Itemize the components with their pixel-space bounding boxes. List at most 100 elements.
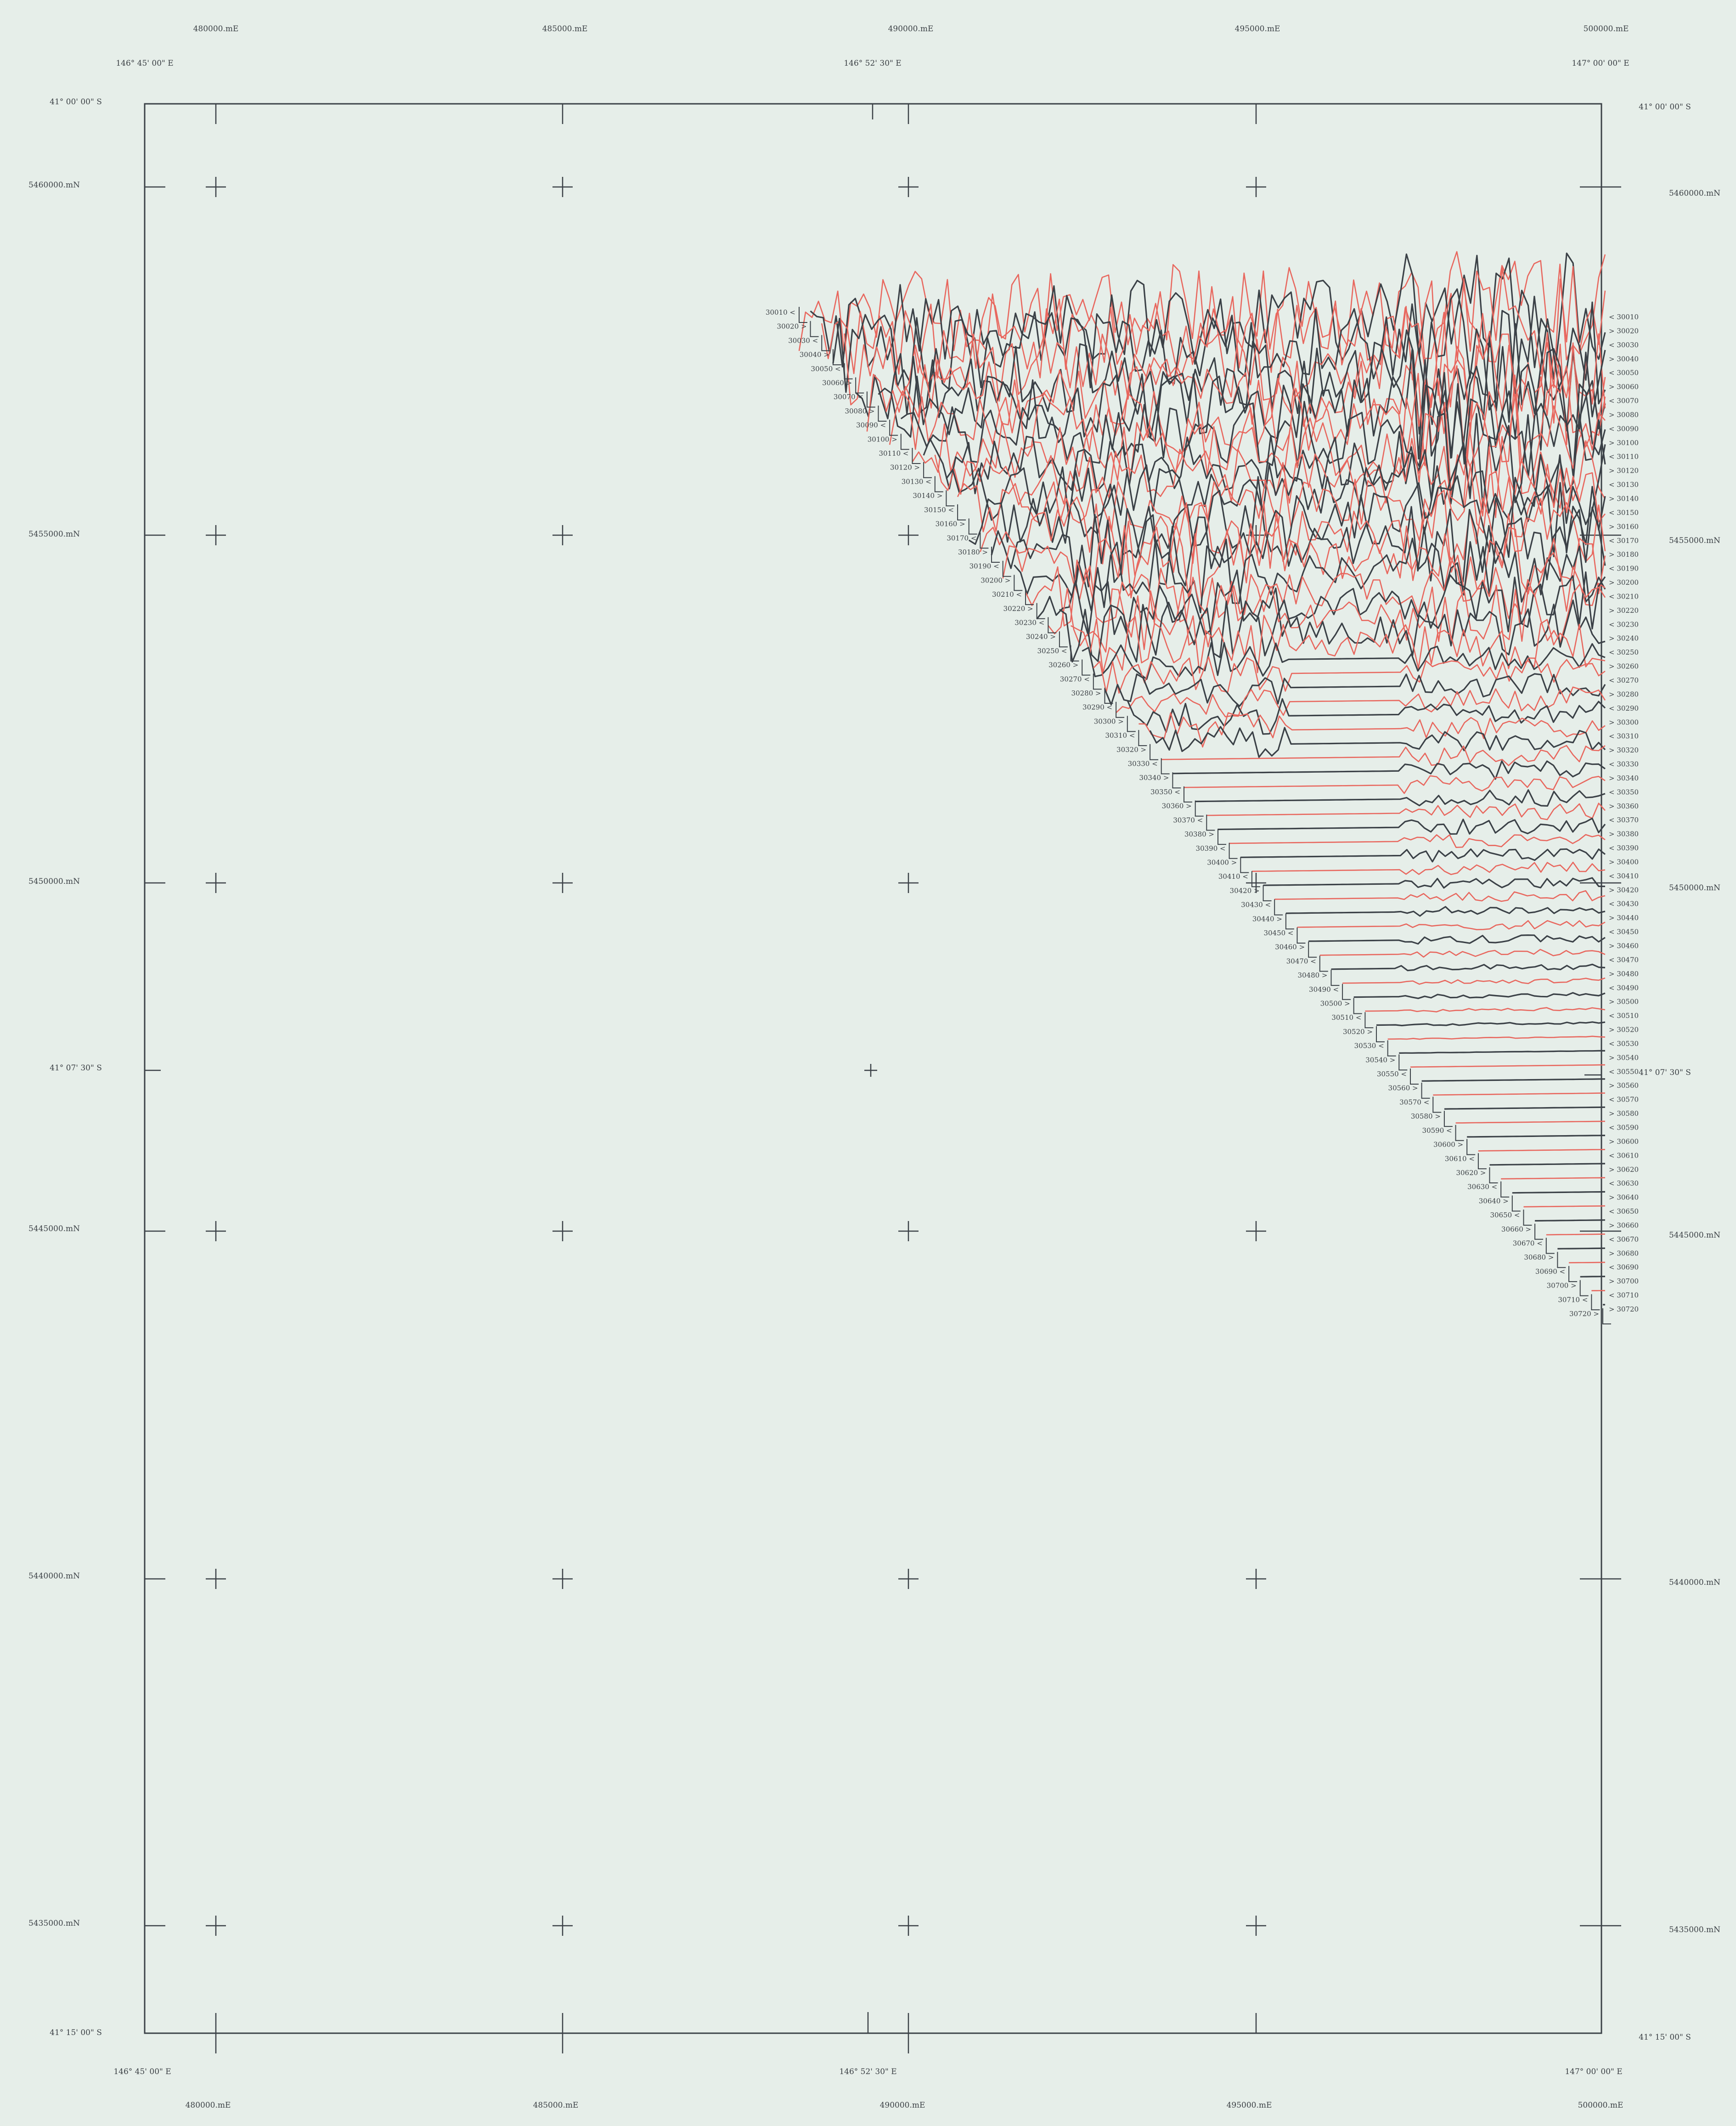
line-number-label-right: < 30370: [1609, 816, 1639, 824]
grid-cross: [206, 873, 226, 893]
left-northing-labels: 5460000.mN 5455000.mN 5450000.mN 5445000…: [28, 181, 80, 1928]
line-number-label-left: 30510 <: [1331, 1013, 1361, 1022]
line-number-label-left: 30720 >: [1569, 1310, 1599, 1318]
line-number-label-left: 30010 <: [766, 308, 795, 317]
easting-label-bottom: 495000.mE: [1227, 2101, 1272, 2110]
line-number-label-right: > 30220: [1609, 606, 1639, 615]
profile-start-bracket: [1286, 913, 1294, 929]
profile-start-bracket: [1354, 998, 1362, 1014]
line-number-label-left: 30350 <: [1150, 788, 1180, 796]
line-number-label-right: > 30100: [1609, 439, 1639, 447]
latitude-label-right: 41° 00' 00" S: [1639, 102, 1691, 112]
line-number-label-left: 30430 <: [1241, 901, 1271, 909]
line-number-label-right: < 30570: [1609, 1096, 1639, 1104]
line-number-label-right: < 30350: [1609, 788, 1639, 796]
line-number-label-right: < 30070: [1609, 397, 1639, 405]
flight-line-profile: [1388, 1036, 1605, 1039]
flight-line-profile: [1535, 1220, 1605, 1221]
flight-line-profile: [1274, 891, 1605, 901]
grid-cross: [1246, 1221, 1266, 1241]
latitude-label-right: 41° 07' 30" S: [1639, 1068, 1691, 1077]
line-number-label-left: 30300 >: [1094, 717, 1124, 725]
line-number-label-right: > 30440: [1609, 914, 1639, 922]
flight-line-profile: [1467, 1136, 1605, 1137]
line-number-label-left: 30530 <: [1354, 1042, 1384, 1050]
flight-line-profile: [1433, 1093, 1605, 1095]
line-number-label-left: 30160 >: [936, 520, 965, 528]
line-number-label-right: < 30550: [1609, 1068, 1639, 1076]
profile-start-bracket: [1546, 1238, 1555, 1254]
line-number-label-right: > 30600: [1609, 1137, 1639, 1146]
line-number-label-left: 30240 >: [1026, 633, 1056, 641]
line-number-label-right: > 30140: [1609, 495, 1639, 503]
top-easting-labels: 480000.mE 485000.mE 490000.mE 495000.mE …: [193, 24, 1629, 34]
line-number-label-right: > 30700: [1609, 1277, 1639, 1285]
line-number-label-right: < 30510: [1609, 1012, 1639, 1020]
line-number-label-right: < 30650: [1609, 1207, 1639, 1216]
northing-label-left: 5455000.mN: [28, 530, 80, 539]
flight-line-profile: [1286, 907, 1605, 916]
line-number-label-right: > 30420: [1609, 886, 1639, 894]
profile-start-bracket: [1591, 1294, 1600, 1310]
longitude-label-bottom: 146° 52' 30" E: [839, 2067, 896, 2076]
profile-start-bracket: [1139, 730, 1147, 746]
line-number-label-right: < 30130: [1609, 481, 1639, 489]
profile-start-bracket: [1524, 1210, 1532, 1225]
northing-label-left: 5435000.mN: [28, 1919, 80, 1928]
line-number-label-left: 30440 >: [1252, 915, 1282, 923]
line-number-label-right: > 30060: [1609, 383, 1639, 391]
line-number-label-left: 30490 <: [1309, 985, 1339, 994]
line-number-label-right: > 30400: [1609, 858, 1639, 866]
line-number-label-right: > 30580: [1609, 1109, 1639, 1118]
flight-line-profile: [1456, 1121, 1605, 1123]
line-number-label-left: 30140 >: [913, 492, 942, 500]
grid-cross: [552, 1569, 573, 1589]
line-number-label-right: > 30560: [1609, 1081, 1639, 1090]
profile-start-bracket: [1206, 814, 1215, 830]
profile-start-bracket: [1422, 1083, 1430, 1098]
line-number-label-right: < 30030: [1609, 341, 1639, 349]
northing-label-left: 5460000.mN: [28, 181, 80, 190]
line-number-label-right: > 30120: [1609, 467, 1639, 475]
line-number-label-left: 30040 >: [800, 351, 829, 359]
northing-label-left: 5450000.mN: [28, 877, 80, 886]
line-number-label-right: < 30310: [1609, 732, 1639, 741]
line-number-label-right: < 30010: [1609, 313, 1639, 321]
line-number-label-right: > 30300: [1609, 718, 1639, 726]
line-number-label-left: 30710 <: [1558, 1295, 1588, 1304]
line-number-label-right: < 30210: [1609, 593, 1639, 601]
line-number-label-left: 30550 <: [1377, 1070, 1407, 1078]
profile-start-bracket: [1557, 1252, 1566, 1267]
line-number-label-left: 30310 <: [1105, 731, 1135, 740]
grid-cross: [1246, 1916, 1266, 1936]
bottom-longitude-labels: 146° 45' 00" E 146° 52' 30" E 147° 00' 0…: [113, 2067, 1622, 2076]
longitude-label-top: 147° 00' 00" E: [1572, 59, 1629, 68]
latitude-label-left: 41° 15' 00" S: [50, 2028, 102, 2037]
grid-cross: [864, 1064, 877, 1077]
right-latitude-labels: 41° 00' 00" S 41° 07' 30" S 41° 15' 00" …: [1639, 102, 1691, 2042]
profile-start-bracket: [924, 462, 932, 478]
flight-line-profile: [1490, 1164, 1606, 1165]
line-number-label-right: > 30240: [1609, 634, 1639, 643]
line-number-label-right: < 30190: [1609, 565, 1639, 573]
left-latitude-labels: 41° 00' 00" S 41° 07' 30" S 41° 15' 00" …: [50, 97, 102, 2037]
profile-start-bracket: [1456, 1125, 1464, 1141]
flight-line-profile: [1524, 1206, 1606, 1207]
line-number-label-left: 30080 >: [845, 407, 874, 415]
flight-line-profile: [1376, 1022, 1605, 1026]
line-number-label-left: 30060 >: [822, 379, 852, 387]
line-number-label-left: 30190 <: [969, 562, 999, 571]
profile-start-bracket: [935, 476, 943, 492]
profile-start-bracket: [1467, 1139, 1475, 1155]
line-number-label-left: 30250 <: [1037, 647, 1067, 655]
line-number-label-right: > 30520: [1609, 1026, 1639, 1034]
profile-start-bracket: [1569, 1266, 1577, 1282]
grid-cross: [206, 177, 226, 197]
line-number-label-left: 30700 >: [1547, 1282, 1577, 1290]
easting-label-top: 485000.mE: [542, 24, 588, 34]
flight-line-profile: [1365, 1008, 1605, 1012]
line-number-label-right: > 30080: [1609, 411, 1639, 419]
bottom-easting-labels: 480000.mE 485000.mE 490000.mE 495000.mE …: [186, 2101, 1623, 2110]
line-number-label-left: 30120 >: [890, 464, 920, 472]
